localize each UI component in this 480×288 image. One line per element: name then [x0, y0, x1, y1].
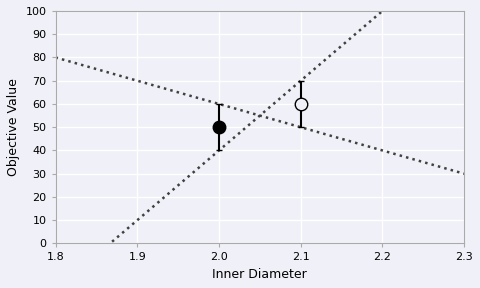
Y-axis label: Objective Value: Objective Value [7, 78, 20, 176]
X-axis label: Inner Diameter: Inner Diameter [213, 268, 307, 281]
